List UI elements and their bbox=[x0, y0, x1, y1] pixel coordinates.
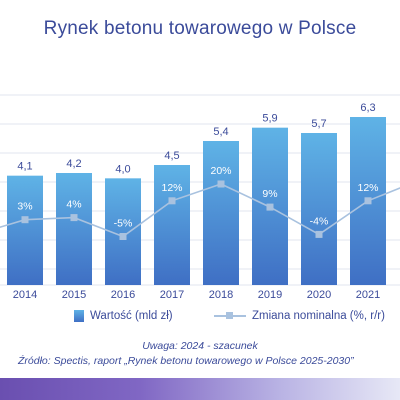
change-marker bbox=[21, 216, 29, 224]
x-tick-label: 2018 bbox=[209, 289, 233, 300]
change-line bbox=[0, 183, 400, 238]
bar-value-label: 4,2 bbox=[66, 158, 81, 170]
change-marker bbox=[266, 203, 274, 211]
legend-bar-label: Wartość (mld zł) bbox=[90, 310, 173, 322]
change-marker bbox=[168, 197, 176, 205]
change-marker bbox=[364, 197, 372, 205]
legend-line-label: Zmiana nominalna (%, r/r) bbox=[252, 310, 385, 322]
change-value-label: 9% bbox=[262, 188, 277, 200]
x-tick-label: 2021 bbox=[356, 289, 380, 300]
bar-2018 bbox=[203, 141, 239, 285]
bar-2014 bbox=[7, 175, 43, 285]
x-tick-label: 2016 bbox=[111, 289, 135, 300]
change-value-label: 20% bbox=[210, 165, 231, 177]
change-value-label: 3% bbox=[17, 201, 32, 213]
change-value-label: -5% bbox=[114, 218, 133, 230]
legend-item-change: Zmiana nominalna (%, r/r) bbox=[214, 310, 385, 322]
change-marker bbox=[217, 180, 225, 188]
bar-value-label: 4,0 bbox=[115, 163, 130, 175]
footer-band bbox=[0, 378, 400, 400]
change-marker bbox=[70, 214, 78, 222]
chart-source: Źródło: Spectis, raport „Rynek betonu to… bbox=[18, 355, 354, 367]
bar-2017 bbox=[154, 165, 190, 285]
legend-bar-swatch bbox=[74, 310, 84, 322]
bar-2015 bbox=[56, 173, 92, 285]
x-tick-label: 2020 bbox=[307, 289, 331, 300]
chart-title: Rynek betonu towarowego w Polsce bbox=[43, 18, 357, 39]
bar-value-label: 4,5 bbox=[164, 150, 179, 162]
change-value-label: 12% bbox=[161, 182, 182, 194]
chart-plot: 4,1 2014 4,2 2015 4,0 2016 4,5 2017 5,4 2018 5,9 20… bbox=[0, 94, 400, 300]
bar-value-label: 5,4 bbox=[213, 126, 228, 138]
legend-line-marker bbox=[214, 310, 246, 322]
bar-2020 bbox=[301, 133, 337, 285]
bar-value-label: 4,1 bbox=[17, 161, 32, 173]
bar-value-label: 6,3 bbox=[360, 102, 375, 114]
change-value-label: 4% bbox=[66, 199, 81, 211]
change-value-label: -4% bbox=[310, 215, 329, 227]
x-tick-label: 2017 bbox=[160, 289, 184, 300]
bar-value-label: 5,7 bbox=[311, 118, 326, 130]
chart-legend: Wartość (mld zł) Zmiana nominalna (%, r/… bbox=[0, 306, 400, 328]
change-marker bbox=[315, 230, 323, 238]
change-value-label: 12% bbox=[357, 182, 378, 194]
x-tick-label: 2014 bbox=[13, 289, 37, 300]
chart-note: Uwaga: 2024 - szacunek bbox=[142, 340, 258, 352]
x-tick-label: 2019 bbox=[258, 289, 282, 300]
legend-item-value: Wartość (mld zł) bbox=[74, 310, 173, 322]
bar-value-label: 5,9 bbox=[262, 113, 277, 125]
change-marker bbox=[119, 233, 127, 240]
x-tick-label: 2015 bbox=[62, 289, 86, 300]
